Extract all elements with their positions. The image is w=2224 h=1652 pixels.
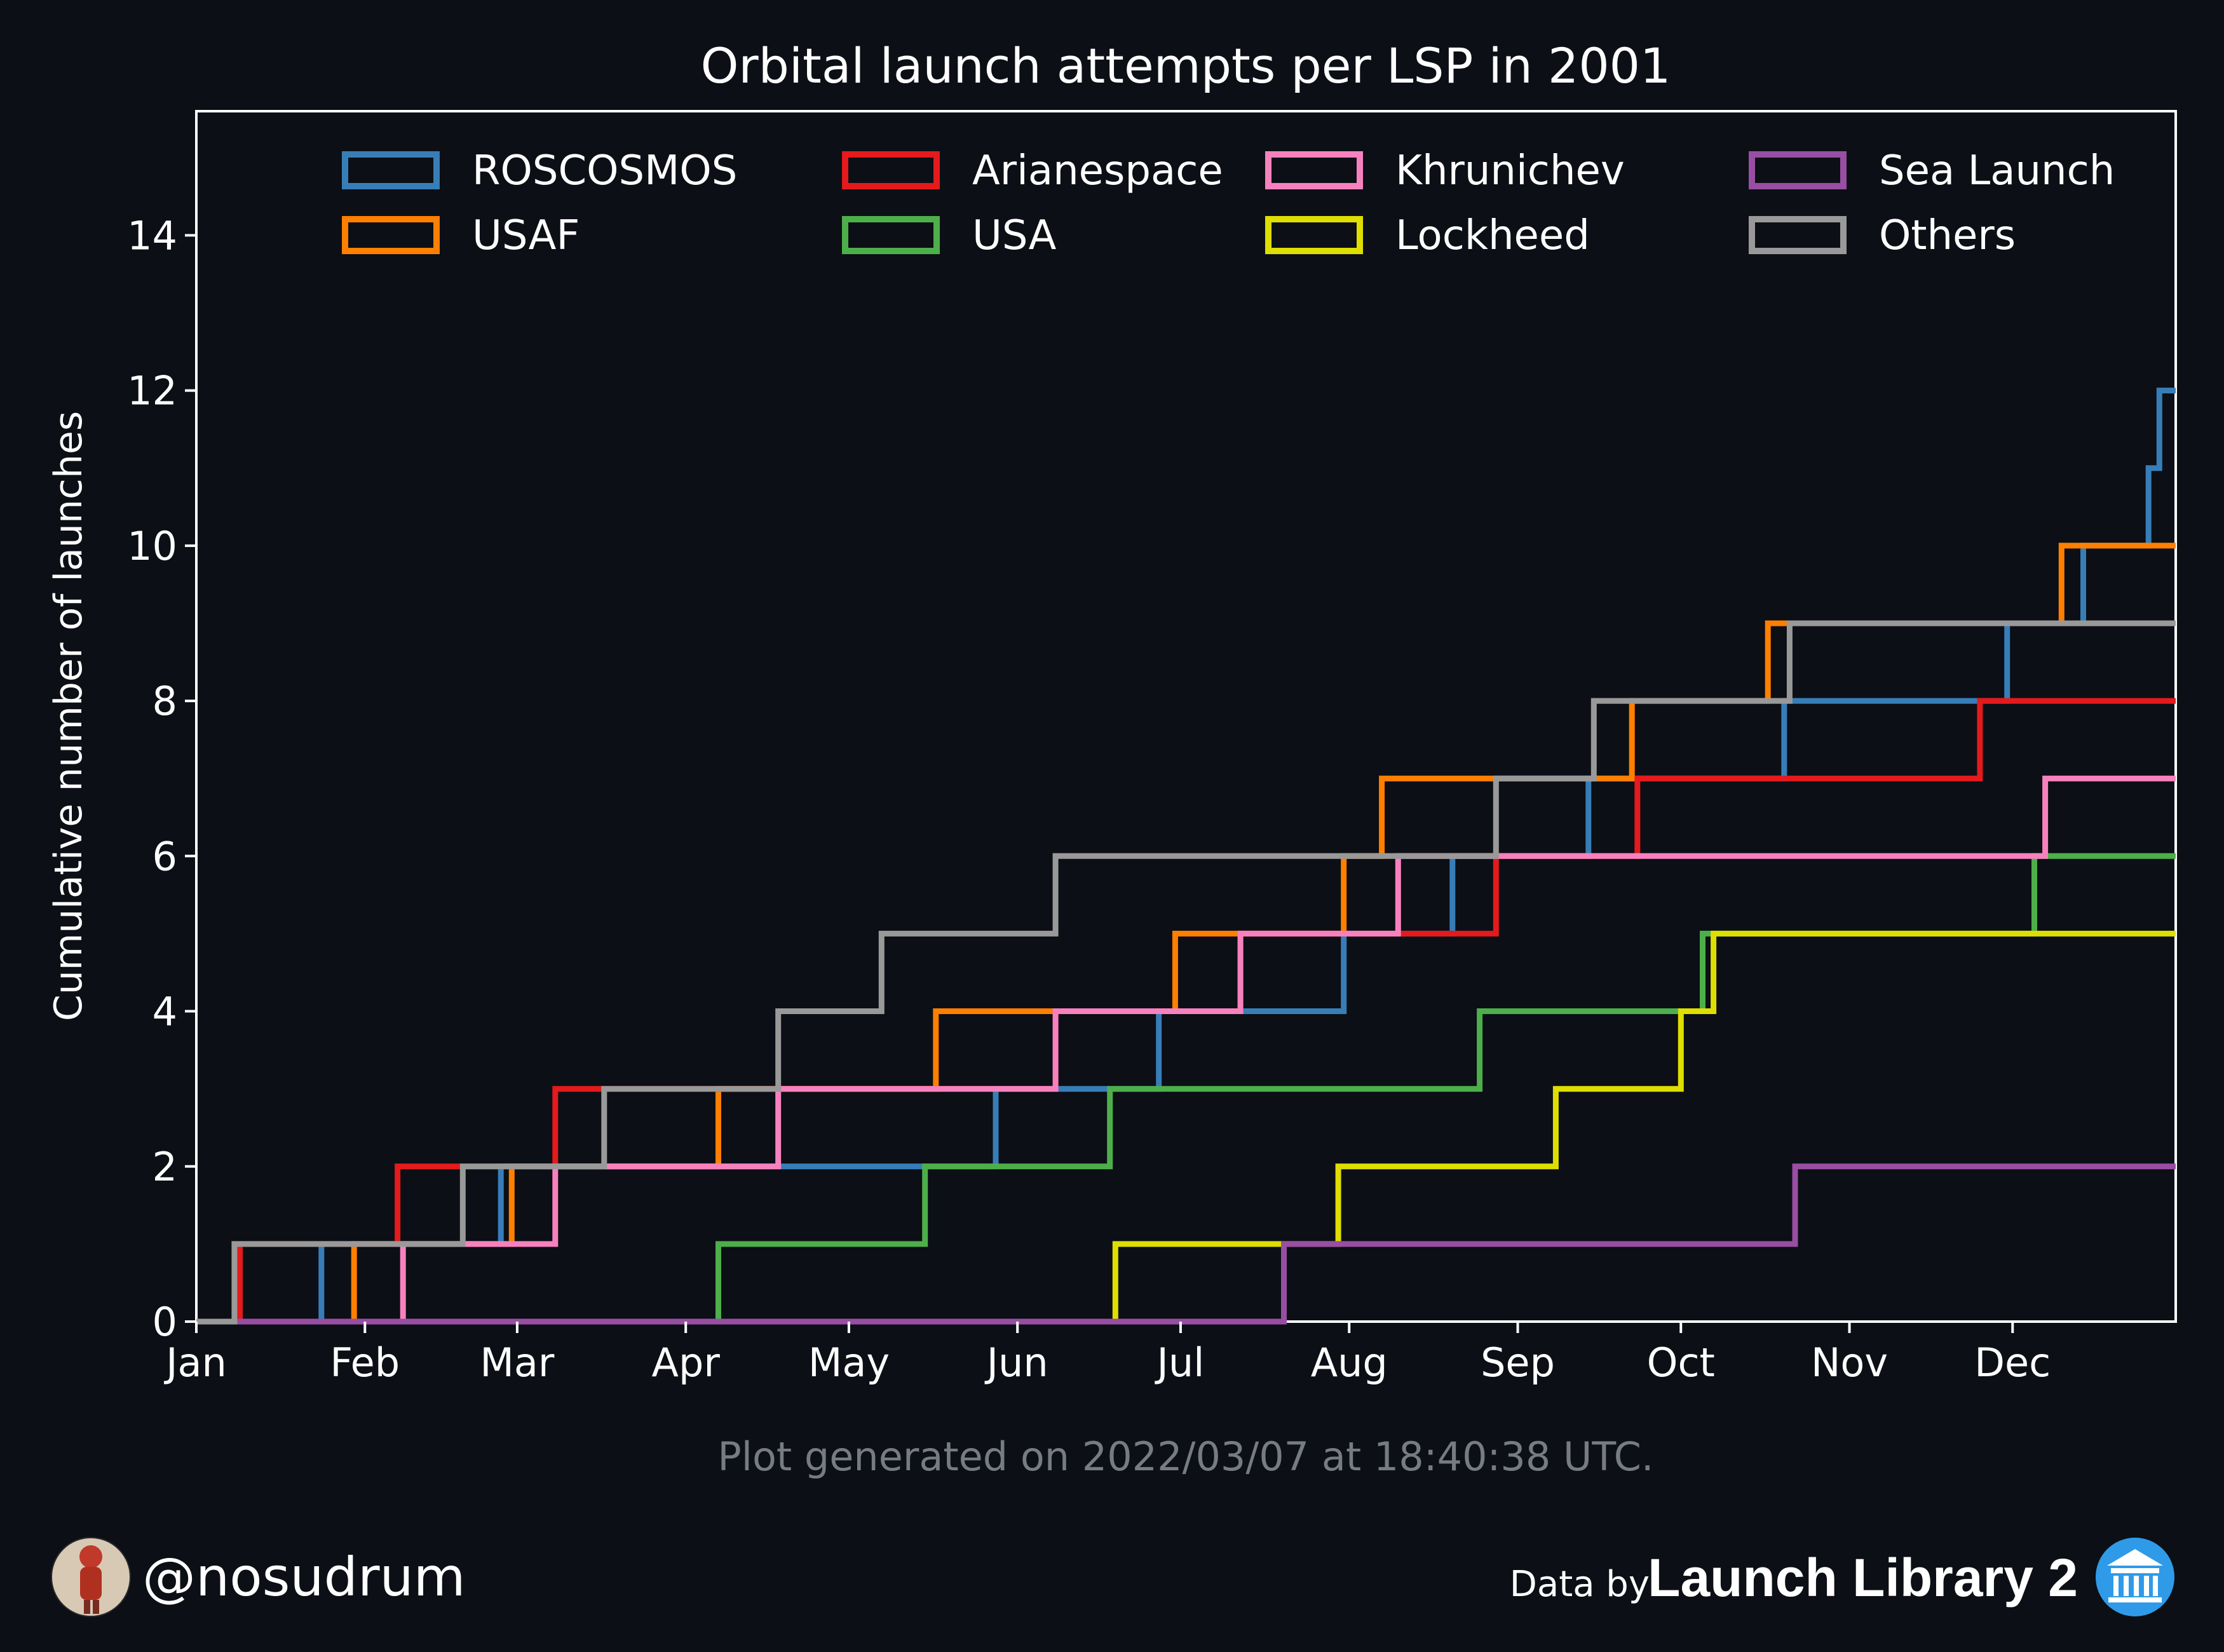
brand-name: Launch Library 2 <box>1648 1548 2078 1608</box>
x-tick-label: Mar <box>480 1339 554 1386</box>
y-tick-label: 4 <box>153 989 177 1035</box>
x-tick-label: May <box>808 1339 890 1386</box>
y-tick-label: 10 <box>127 523 177 569</box>
data-by-label: Data by <box>1510 1564 1650 1605</box>
x-tick-label: Jan <box>163 1339 227 1386</box>
legend-label: ROSCOSMOS <box>472 147 737 194</box>
author: @nosudrum <box>51 1537 466 1617</box>
author-handle: @nosudrum <box>142 1546 466 1608</box>
y-axis-label: Cumulative number of launches <box>46 411 91 1021</box>
x-tick-label: Sep <box>1481 1339 1555 1386</box>
x-tick-label: Dec <box>1974 1339 2051 1386</box>
y-tick-label: 14 <box>127 212 177 259</box>
x-tick-label: Oct <box>1647 1339 1715 1386</box>
legend-swatch <box>1265 216 1363 254</box>
series-line-others <box>196 620 2176 1325</box>
chart-title: Orbital launch attempts per LSP in 2001 <box>701 37 1671 94</box>
x-tick-label: Nov <box>1811 1339 1888 1386</box>
astronaut-avatar-icon <box>51 1537 131 1617</box>
y-tick-label: 6 <box>153 833 177 879</box>
legend-label: Arianespace <box>972 147 1223 194</box>
launch-library-logo-icon <box>2096 1538 2174 1616</box>
legend-label: Khrunichev <box>1395 147 1625 194</box>
legend-swatch <box>1749 216 1847 254</box>
legend-swatch <box>342 151 440 189</box>
y-axis-ticks: 0 2 4 6 8 10 12 14 <box>127 212 196 1345</box>
x-tick-label: Jun <box>984 1339 1048 1386</box>
series-line-khrunichev <box>196 775 2176 1325</box>
generated-note: Plot generated on 2022/03/07 at 18:40:38… <box>717 1433 1653 1480</box>
series-line-lockheed <box>196 930 2176 1325</box>
legend-swatch <box>342 216 440 254</box>
legend: ROSCOSMOS USAF Arianespace USA Khrunichev Loc… <box>342 147 2115 259</box>
x-tick-label: Feb <box>330 1339 400 1386</box>
y-tick-label: 8 <box>153 678 177 724</box>
legend-label: Others <box>1879 212 2016 259</box>
legend-swatch <box>842 151 940 189</box>
legend-swatch <box>1749 151 1847 189</box>
series-layer <box>196 388 2176 1325</box>
x-tick-label: Jul <box>1155 1339 1205 1386</box>
y-tick-label: 0 <box>153 1299 177 1345</box>
plot-frame <box>195 110 2177 1323</box>
legend-swatch <box>1265 151 1363 189</box>
x-tick-label: Apr <box>652 1339 721 1386</box>
data-source: Data by Launch Library 2 <box>1510 1538 2174 1616</box>
legend-label: Lockheed <box>1395 212 1590 259</box>
legend-label: USAF <box>472 212 580 259</box>
y-tick-label: 12 <box>127 368 177 414</box>
legend-label: USA <box>972 212 1057 259</box>
y-tick-label: 2 <box>153 1144 177 1190</box>
x-axis-ticks: Jan Feb Mar Apr May Jun Jul Aug Sep Oct Nov Dec <box>163 1322 2051 1386</box>
legend-label: Sea Launch <box>1879 147 2115 194</box>
plot-area: 0 2 4 6 8 10 12 14 Jan Feb Mar Apr May Jun Jul Aug Sep O… <box>127 110 2177 1386</box>
legend-swatch <box>842 216 940 254</box>
series-line-sea-launch <box>196 1163 2176 1325</box>
x-tick-label: Aug <box>1311 1339 1388 1386</box>
